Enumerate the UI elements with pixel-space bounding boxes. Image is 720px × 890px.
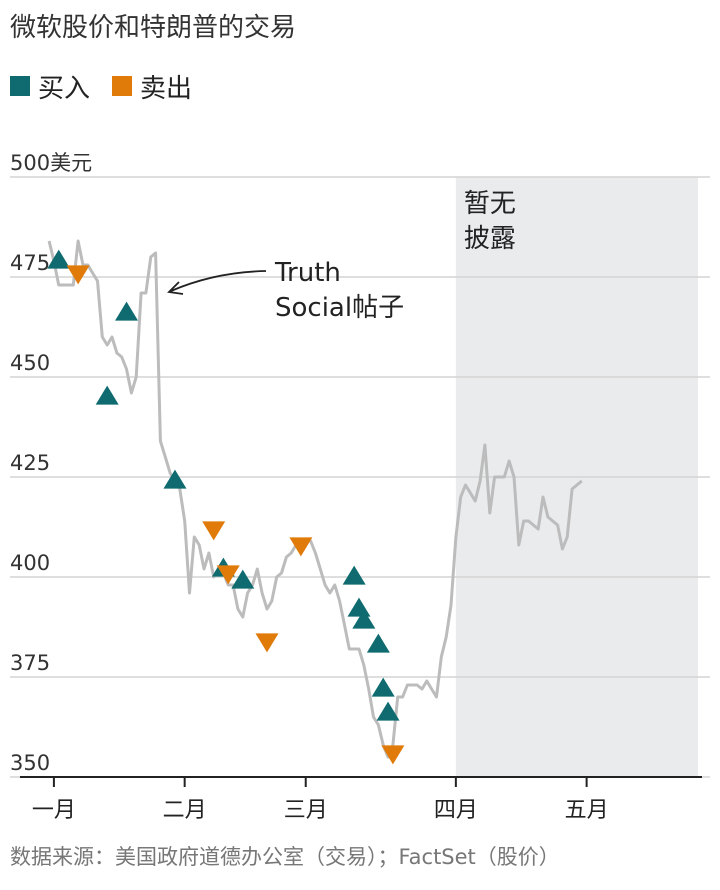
buy-marker xyxy=(115,301,139,321)
legend-item-sell: 卖出 xyxy=(112,68,192,105)
legend: 买入 卖出 xyxy=(10,68,214,104)
sell-marker xyxy=(255,633,279,653)
sell-marker xyxy=(289,537,313,557)
x-tick-label: 四月 xyxy=(434,798,478,823)
legend-item-buy: 买入 xyxy=(10,68,90,105)
sell-marker xyxy=(66,265,90,285)
buy-marker xyxy=(376,701,400,721)
no-disclosure-label-line1: 暂无 xyxy=(464,189,516,219)
buy-marker xyxy=(95,385,119,405)
sell-marker xyxy=(381,745,405,765)
sell-marker xyxy=(202,521,226,541)
x-tick-label: 二月 xyxy=(163,798,207,823)
buy-marker xyxy=(342,565,366,585)
buy-marker xyxy=(163,469,187,489)
price-line-layer xyxy=(47,239,583,759)
legend-swatch-buy xyxy=(10,76,30,96)
x-tick-label: 三月 xyxy=(284,798,328,823)
annotation-arrowhead xyxy=(167,281,184,295)
annotation-layer: Truth Social帖子 xyxy=(167,258,404,323)
y-tick-label: 425 xyxy=(10,451,50,475)
legend-label-sell: 卖出 xyxy=(140,73,193,104)
chart-title: 微软股价和特朗普的交易 xyxy=(10,13,297,43)
legend-label-buy: 买入 xyxy=(38,73,91,104)
y-tick-label: 500美元 xyxy=(10,151,92,175)
annotation-text-line2: Social帖子 xyxy=(275,293,404,323)
buy-marker xyxy=(352,609,376,629)
annotation-arrow xyxy=(170,270,267,292)
x-axis-layer: 一月 二月 三月 四月 五月 xyxy=(20,776,702,823)
buy-marker xyxy=(47,249,71,269)
legend-swatch-sell xyxy=(112,76,133,96)
price-line xyxy=(47,239,583,759)
sell-marker xyxy=(216,565,240,585)
x-tick-label: 五月 xyxy=(565,798,609,823)
buy-marker xyxy=(347,597,371,617)
buy-marker xyxy=(371,677,395,697)
buy-marker xyxy=(231,569,255,589)
y-tick-label: 375 xyxy=(10,651,50,675)
y-tick-label: 350 xyxy=(10,751,50,775)
source-note: 数据来源：美国政府道德办公室（交易）；FactSet（股价） xyxy=(10,845,560,869)
annotation-text-line1: Truth xyxy=(274,258,341,288)
y-tick-label: 475 xyxy=(10,251,50,275)
x-tick-label: 一月 xyxy=(32,798,76,823)
trade-marker-layer xyxy=(47,249,405,765)
y-tick-label: 400 xyxy=(10,551,50,575)
y-tick-label: 450 xyxy=(10,351,50,375)
buy-marker xyxy=(366,633,390,653)
no-disclosure-label-line2: 披露 xyxy=(464,224,516,254)
